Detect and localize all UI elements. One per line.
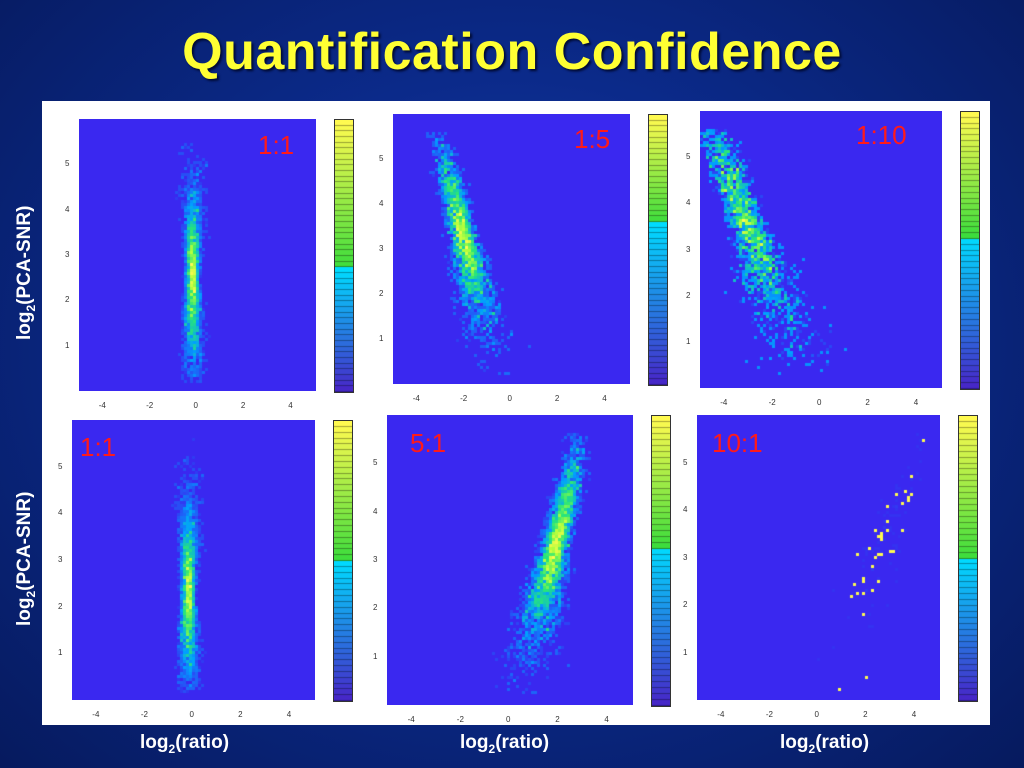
- y-tick-label: 3: [683, 552, 688, 562]
- y-tick-label: 3: [686, 244, 691, 254]
- colorbar: [958, 415, 978, 702]
- ratio-label: 1:1: [80, 432, 117, 462]
- ratio-label: 5:1: [410, 428, 447, 458]
- density-canvas: [700, 111, 942, 388]
- x-tick-label: -4: [717, 710, 725, 719]
- y-tick-label: 2: [373, 603, 378, 613]
- y-tick-label: 5: [686, 152, 691, 162]
- x-tick-label: 0: [506, 715, 511, 724]
- x-axis-label-left: log2(ratio): [140, 732, 230, 756]
- x-tick-label: 2: [554, 394, 560, 403]
- heatmap-plot-3: [700, 111, 942, 388]
- x-tick-label: -4: [407, 715, 415, 724]
- y-axis-label-top: log2(PCA-SNR): [14, 205, 38, 340]
- y-tick-label: 2: [58, 601, 63, 611]
- x-tick-label: -4: [98, 401, 106, 410]
- y-tick-label: 2: [65, 295, 70, 305]
- ratio-label: 10:1: [712, 428, 763, 458]
- y-tick-label: 4: [58, 508, 63, 518]
- y-tick-label: 4: [379, 199, 384, 208]
- x-tick-label: 2: [863, 710, 868, 719]
- colorbar-canvas: [649, 115, 667, 385]
- heatmap-plot-5: [387, 415, 633, 705]
- colorbar: [960, 111, 980, 390]
- ratio-label: 1:1: [258, 130, 295, 160]
- colorbar-canvas: [335, 120, 353, 392]
- x-tick-label: -4: [92, 710, 100, 719]
- y-tick-label: 4: [65, 204, 70, 214]
- y-tick-label: 5: [58, 461, 63, 471]
- x-tick-label: 0: [814, 710, 819, 719]
- density-canvas: [697, 415, 940, 700]
- x-tick-label: 2: [238, 710, 243, 719]
- colorbar: [334, 119, 354, 393]
- y-tick-label: 1: [686, 336, 691, 346]
- y-axis-label-bottom: log2(PCA-SNR): [14, 491, 38, 626]
- y-tick-label: 1: [683, 647, 688, 657]
- ratio-label: 1:5: [574, 124, 611, 154]
- y-tick-label: 2: [686, 290, 691, 300]
- colorbar-canvas: [961, 112, 979, 389]
- y-tick-label: 5: [65, 159, 70, 169]
- density-canvas: [72, 420, 315, 700]
- heatmap-plot-4: [72, 420, 315, 700]
- density-canvas: [387, 415, 633, 705]
- x-tick-label: 2: [555, 715, 560, 724]
- y-tick-label: 3: [58, 555, 63, 564]
- colorbar-canvas: [652, 416, 670, 706]
- y-tick-label: 3: [373, 555, 378, 564]
- x-tick-label: -2: [765, 710, 774, 719]
- x-axis-label-right: log2(ratio): [780, 732, 870, 756]
- y-tick-label: 3: [379, 244, 384, 253]
- colorbar-canvas: [959, 416, 977, 701]
- x-tick-label: -2: [146, 401, 154, 410]
- y-tick-label: 4: [686, 198, 691, 208]
- x-tick-label: 4: [604, 715, 609, 724]
- x-tick-label: -2: [456, 715, 464, 724]
- y-tick-label: 1: [58, 648, 63, 658]
- x-tick-label: 0: [193, 401, 198, 410]
- x-tick-label: 4: [602, 394, 607, 403]
- heatmap-plot-1: [79, 119, 316, 391]
- ratio-label: 1:10: [856, 120, 907, 150]
- y-tick-label: 1: [65, 340, 70, 350]
- y-tick-label: 5: [373, 458, 378, 468]
- y-tick-label: 5: [683, 457, 688, 467]
- y-tick-label: 4: [683, 505, 688, 514]
- y-tick-label: 2: [379, 289, 384, 298]
- colorbar: [651, 415, 671, 707]
- heatmap-plot-2: [393, 114, 630, 384]
- colorbar: [648, 114, 668, 386]
- x-tick-label: 0: [189, 710, 194, 719]
- x-tick-label: 2: [240, 401, 246, 410]
- colorbar-canvas: [334, 421, 352, 701]
- heatmap-plot-6: [697, 415, 940, 700]
- x-tick-label: -4: [720, 398, 728, 407]
- x-tick-label: 2: [865, 398, 870, 407]
- slide-title: Quantification Confidence: [182, 23, 842, 81]
- x-tick-label: 4: [911, 710, 917, 719]
- y-tick-label: 1: [373, 651, 378, 661]
- x-tick-label: 4: [286, 710, 292, 719]
- x-tick-label: -2: [768, 398, 776, 407]
- colorbar: [333, 420, 353, 702]
- x-tick-label: -4: [412, 394, 420, 403]
- y-tick-label: 4: [373, 506, 378, 516]
- density-canvas: [393, 114, 630, 384]
- y-tick-label: 3: [65, 250, 70, 259]
- y-tick-label: 5: [379, 154, 384, 163]
- y-tick-label: 2: [683, 600, 688, 609]
- x-tick-label: 4: [913, 398, 919, 407]
- x-tick-label: 0: [817, 398, 822, 407]
- y-tick-label: 1: [379, 334, 384, 343]
- x-tick-label: 4: [288, 401, 293, 410]
- x-tick-label: 0: [507, 394, 512, 403]
- x-tick-label: -2: [140, 710, 149, 719]
- x-tick-label: -2: [460, 394, 468, 403]
- density-canvas: [79, 119, 316, 391]
- x-axis-label-middle: log2(ratio): [460, 732, 550, 756]
